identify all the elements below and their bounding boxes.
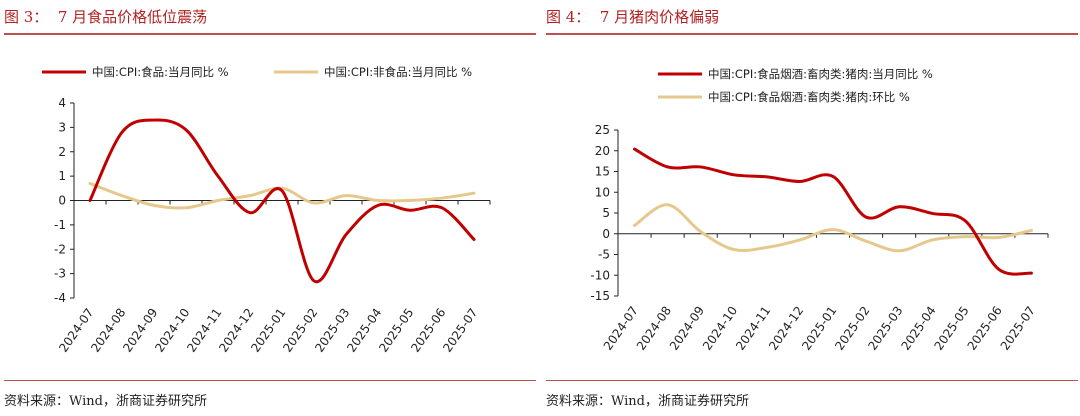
chart-panel-food: 图 3： 7 月食品价格低位震荡 中国:CPI:食品:当月同比 % 中国:CPI:… [4,0,536,416]
series-line [88,181,476,210]
legend-label: 中国:CPI:食品:当月同比 % [92,65,229,79]
y-tick-label: -2 [54,242,66,256]
y-tick-label: -3 [54,267,66,281]
y-tick-label: 10 [595,185,610,199]
food-cpi-line-chart: 中国:CPI:食品:当月同比 % 中国:CPI:非食品:当月同比 % 4 3 2 1 0 -1… [42,65,491,355]
chart-panel-pork: 图 4： 7 月猪肉价格偏弱 中国:CPI:食品烟酒:畜肉类:猪肉:当月同比 %… [546,0,1078,416]
y-tick-label: 1 [58,169,66,183]
pork-cpi-line-chart: 中国:CPI:食品烟酒:畜肉类:猪肉:当月同比 % 中国:CPI:食品烟酒:畜肉类… [590,67,1049,353]
y-tick-label: 5 [602,206,610,220]
y-tick-label: -15 [590,289,610,303]
legend-item: 中国:CPI:食品:当月同比 % [42,65,229,79]
legend-item: 中国:CPI:食品烟酒:畜肉类:猪肉:当月同比 % [658,67,933,81]
legend-item: 中国:CPI:非食品:当月同比 % [274,65,472,79]
title-divider [546,33,1078,35]
panel-title: 图 4： 7 月猪肉价格偏弱 [546,8,720,26]
y-tick-label: 0 [58,194,66,208]
legend-item: 中国:CPI:食品烟酒:畜肉类:猪肉:环比 % [658,90,910,104]
y-tick-label: -1 [54,218,66,232]
source-note: 资料来源：Wind，浙商证券研究所 [546,394,749,409]
source-divider [4,380,536,381]
source-note: 资料来源：Wind，浙商证券研究所 [4,394,207,409]
title-divider [4,33,536,35]
legend-label: 中国:CPI:食品烟酒:畜肉类:猪肉:当月同比 % [708,67,933,81]
legend-label: 中国:CPI:非食品:当月同比 % [324,65,472,79]
y-tick-label: -5 [598,248,610,262]
legend-label: 中国:CPI:食品烟酒:畜肉类:猪肉:环比 % [708,90,910,104]
panel-title: 图 3： 7 月食品价格低位震荡 [4,8,208,26]
y-tick-label: 15 [595,165,610,179]
series-line [633,147,1033,276]
y-tick-label: 0 [602,227,610,241]
y-tick-label: 3 [58,120,66,134]
source-divider [546,380,1078,381]
series-line [88,118,476,284]
y-tick-label: -10 [590,268,610,282]
y-tick-label: 20 [595,144,610,158]
y-tick-label: 4 [58,96,66,110]
y-tick-label: -4 [54,291,66,305]
y-tick-label: 2 [58,145,66,159]
y-tick-label: 25 [595,123,610,137]
series-line [633,203,1033,253]
